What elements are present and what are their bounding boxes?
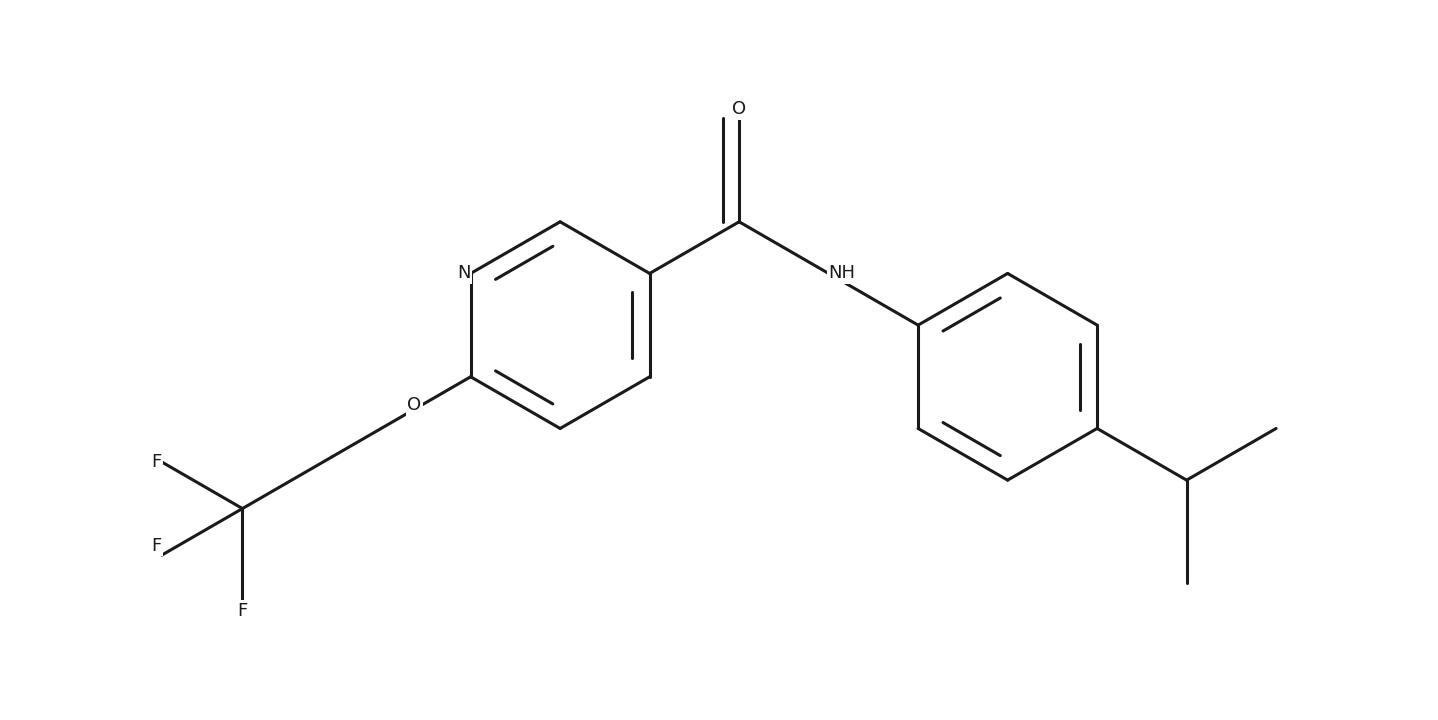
Text: F: F (151, 537, 162, 555)
Text: NH: NH (828, 264, 856, 282)
Text: N: N (457, 264, 470, 282)
Text: F: F (237, 601, 247, 619)
Text: F: F (151, 453, 162, 471)
Text: O: O (407, 396, 421, 414)
Text: O: O (732, 101, 746, 119)
